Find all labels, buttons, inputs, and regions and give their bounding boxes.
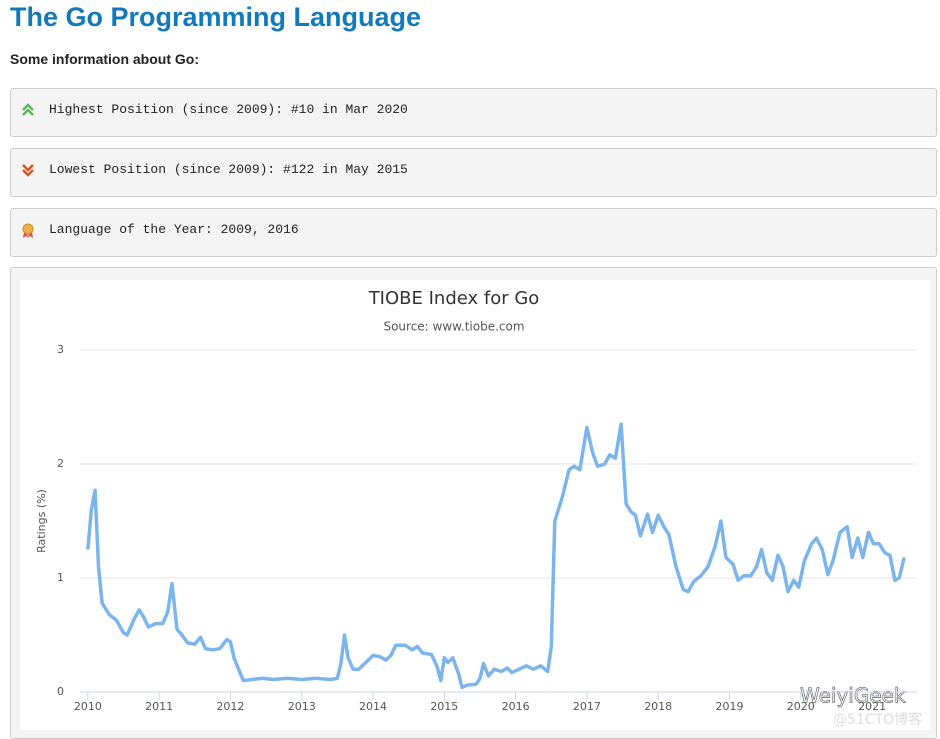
y-axis-label: Ratings (%) [35,489,48,553]
info-box: Lowest Position (since 2009): #122 in Ma… [10,148,937,197]
info-text: Highest Position (since 2009): #10 in Ma… [49,102,408,117]
info-box: Language of the Year: 2009, 2016 [10,208,937,257]
watermark: WeiyiGeek [800,684,906,708]
x-tick-label: 2012 [216,700,244,713]
y-tick-label: 0 [57,685,64,698]
info-text: Lowest Position (since 2009): #122 in Ma… [49,162,408,177]
x-tick-label: 2011 [145,700,173,713]
y-tick-label: 2 [57,457,64,470]
x-tick-label: 2020 [787,700,815,713]
x-tick-label: 2017 [573,700,601,713]
up-icon [22,103,34,116]
info-text: Language of the Year: 2009, 2016 [49,222,299,237]
y-tick-label: 1 [57,571,64,584]
x-tick-label: 2010 [74,700,102,713]
down-icon [22,164,34,177]
info-box: Highest Position (since 2009): #10 in Ma… [10,88,937,137]
page-subtitle: Some information about Go: [10,51,199,67]
x-tick-label: 2016 [502,700,530,713]
x-tick-label: 2021 [858,700,886,713]
chart-background [20,280,930,730]
chart-subtitle: Source: www.tiobe.com [383,320,524,334]
page-title: The Go Programming Language [10,2,422,32]
x-tick-label: 2015 [430,700,458,713]
x-tick-label: 2018 [644,700,672,713]
x-tick-label: 2014 [359,700,387,713]
medal-icon [22,223,34,238]
data-line [86,422,906,690]
chart-title: TIOBE Index for Go [368,288,540,309]
x-tick-label: 2019 [715,700,743,713]
x-tick-label: 2013 [288,700,316,713]
watermark: @51CTO博客 [833,711,922,728]
y-tick-label: 3 [57,343,64,356]
